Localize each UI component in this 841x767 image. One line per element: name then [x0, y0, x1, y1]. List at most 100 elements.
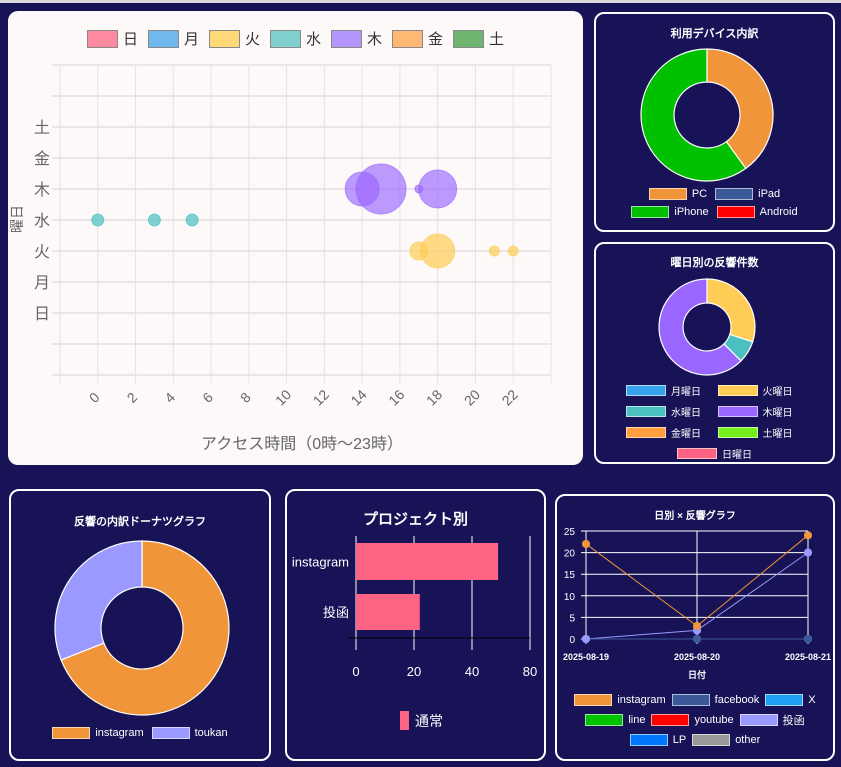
- x-tick-label: 0: [86, 389, 103, 406]
- daily-legend-swatch: [629, 734, 668, 746]
- daily-legend-item[interactable]: line: [585, 712, 645, 728]
- x-tick-label: 40: [465, 664, 479, 679]
- bubble-legend-label: 日: [122, 31, 138, 48]
- device-slice-0[interactable]: [706, 48, 774, 170]
- weekday-slice-3[interactable]: [658, 278, 742, 376]
- response-legend-item[interactable]: instagram: [52, 727, 144, 739]
- bubble-point[interactable]: [507, 245, 519, 257]
- bubble-legend-item[interactable]: 水: [269, 28, 321, 49]
- x-tick-label: 12: [310, 386, 332, 408]
- weekday-legend-swatch: [626, 385, 666, 396]
- top-bar: [0, 0, 841, 3]
- x-tick-label: 6: [199, 389, 216, 406]
- weekday-slice-1[interactable]: [706, 278, 756, 343]
- x-tick-label: 10: [272, 386, 294, 408]
- daily-legend-swatch: [651, 714, 690, 726]
- bubble-point[interactable]: [147, 213, 161, 227]
- daily-legend-swatch: [574, 694, 613, 706]
- bubble-point[interactable]: [418, 169, 458, 209]
- y-tick-label: 20: [564, 549, 576, 560]
- daily-legend-label: facebook: [714, 694, 760, 706]
- weekday-chart-title: 曜日別の反響件数: [670, 257, 759, 269]
- daily-legend-swatch: [765, 694, 804, 706]
- daily-legend-item[interactable]: facebook: [671, 694, 760, 706]
- series-point[interactable]: [693, 635, 701, 643]
- weekday-legend-item[interactable]: 金曜日: [626, 425, 712, 440]
- daily-chart-title: 日別 × 反響グラフ: [654, 511, 736, 522]
- category-label: instagram: [292, 555, 349, 570]
- series-point[interactable]: [693, 622, 701, 631]
- weekday-legend-swatch: [626, 427, 666, 438]
- y-tick-label: 土: [34, 119, 50, 137]
- x-tick-label: 16: [385, 386, 407, 408]
- weekday-legend-item[interactable]: 木曜日: [717, 404, 804, 419]
- weekday-legend-label: 月曜日: [671, 387, 701, 398]
- device-legend-item[interactable]: PC: [648, 188, 707, 200]
- legend-swatch[interactable]: [400, 711, 409, 730]
- device-legend-item[interactable]: iPad: [715, 188, 780, 200]
- weekday-legend-item[interactable]: 土曜日: [717, 425, 804, 440]
- series-point[interactable]: [804, 548, 812, 557]
- bubble-point[interactable]: [420, 233, 456, 269]
- weekday-legend-label: 土曜日: [762, 429, 793, 440]
- bubble-legend-item[interactable]: 土: [453, 28, 504, 49]
- bubble-legend-swatch: [208, 29, 240, 48]
- response-slice-1[interactable]: [54, 540, 143, 661]
- bubble-point[interactable]: [488, 245, 500, 257]
- project-chart-panel: プロジェクト別 0 20 40 80 instagram 投函 通常: [285, 489, 546, 761]
- weekday-legend-label: 金曜日: [671, 429, 701, 440]
- daily-legend-item[interactable]: other: [692, 734, 760, 746]
- series-point[interactable]: [804, 531, 812, 540]
- bar[interactable]: [356, 543, 499, 580]
- bubble-legend-item[interactable]: 日: [86, 28, 138, 49]
- legend-label: 通常: [415, 713, 443, 729]
- daily-legend-item[interactable]: youtube: [651, 712, 734, 728]
- y-tick-label: 月: [34, 275, 50, 292]
- x-tick-label: 80: [523, 664, 537, 679]
- response-slice-0[interactable]: [60, 540, 230, 716]
- bar[interactable]: [356, 594, 420, 630]
- series-point[interactable]: [804, 635, 812, 643]
- bubble-legend-item[interactable]: 月: [147, 28, 199, 49]
- series-point[interactable]: [582, 635, 590, 643]
- bubble-point[interactable]: [185, 213, 199, 227]
- daily-line-chart: 0 5 10 15 20 25 2025-08-19 2025-08-20 2025-08-21…: [563, 527, 831, 680]
- daily-legend-swatch: [585, 714, 624, 726]
- weekday-legend-item[interactable]: 月曜日: [626, 383, 712, 398]
- bubble-legend-swatch: [392, 29, 424, 48]
- device-legend-item[interactable]: iPhone: [631, 206, 709, 218]
- y-tick-label: 日: [34, 306, 50, 323]
- weekday-legend-item[interactable]: 水曜日: [626, 404, 712, 419]
- bubble-legend-label: 火: [244, 31, 260, 48]
- response-legend-label: toukan: [194, 727, 228, 739]
- daily-legend-item[interactable]: LP: [629, 734, 686, 746]
- device-legend-item[interactable]: Android: [716, 206, 798, 218]
- response-legend: instagram toukan: [11, 727, 269, 739]
- response-legend-item[interactable]: toukan: [151, 727, 228, 739]
- device-chart-panel: 利用デバイス内訳 PC iPad iPhone Android: [594, 12, 835, 232]
- weekday-legend-swatch: [717, 406, 758, 417]
- weekday-legend-item[interactable]: 日曜日: [626, 446, 803, 461]
- bubble-legend-swatch: [147, 29, 179, 48]
- bubble-legend-item[interactable]: 火: [208, 28, 260, 49]
- device-legend-label: iPhone: [674, 206, 709, 218]
- weekday-donut: [658, 278, 756, 376]
- y-tick-label: 15: [564, 570, 576, 581]
- weekday-legend-item[interactable]: 火曜日: [717, 383, 804, 398]
- daily-legend-item[interactable]: 投函: [739, 712, 805, 728]
- daily-legend-item[interactable]: X: [765, 694, 816, 706]
- device-legend-label: Android: [759, 206, 798, 218]
- series-point[interactable]: [582, 539, 590, 548]
- project-chart-title: プロジェクト別: [362, 511, 468, 528]
- bubble-point[interactable]: [91, 213, 105, 227]
- daily-legend-item[interactable]: instagram: [574, 694, 666, 706]
- y-tick-label: 火: [34, 244, 50, 261]
- x-axis-title: 日付: [688, 669, 706, 680]
- weekday-legend-label: 木曜日: [762, 408, 793, 419]
- bubble-legend-label: 月: [183, 31, 199, 48]
- bubble-legend-item[interactable]: 金: [392, 28, 443, 49]
- bubble-legend-item[interactable]: 木: [331, 28, 382, 49]
- device-slice-2[interactable]: [640, 48, 747, 182]
- bubble-point[interactable]: [355, 163, 407, 215]
- x-axis-title: アクセス時間（0時〜23時）: [201, 435, 403, 453]
